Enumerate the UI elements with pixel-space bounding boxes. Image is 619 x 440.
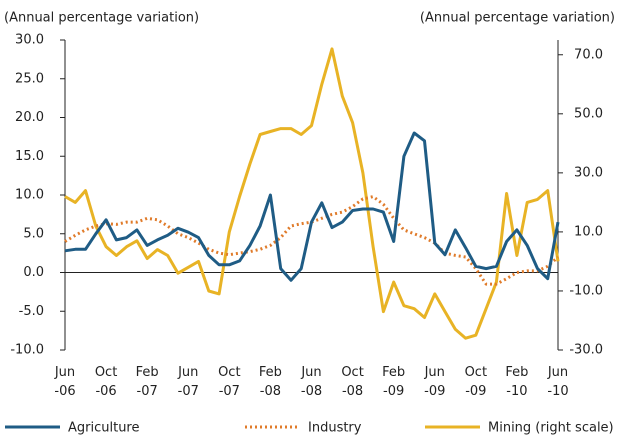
series-line: [64, 131, 560, 282]
x-tick-label: Jun -07: [177, 365, 199, 399]
y2-tick-label: 70.0: [574, 47, 603, 62]
y-tick-label: 0.0: [23, 265, 44, 280]
x-tick-label: Feb -07: [136, 365, 159, 399]
y2-tick-label: -30.0: [569, 343, 603, 358]
y-axis-label: (Annual percentage variation): [4, 11, 199, 26]
y2-tick-label: 50.0: [574, 106, 603, 121]
legend-label: Mining (right scale): [488, 421, 614, 436]
y-tick-label: -5.0: [19, 304, 44, 319]
y2-tick-label: -10.0: [569, 283, 603, 298]
series-line: [64, 47, 560, 340]
y2-axis-label: (Annual percentage variation): [420, 11, 615, 26]
x-tick-label: Jun -10: [547, 365, 569, 399]
x-tick-label: Oct -07: [218, 365, 240, 399]
x-tick-label: Jun -09: [424, 365, 446, 399]
x-tick-label: Feb -09: [382, 365, 405, 399]
series-line: [64, 195, 560, 286]
x-tick-label: Feb -10: [505, 365, 528, 399]
y2-tick-label: 10.0: [574, 224, 603, 239]
x-tick-label: Jun -08: [300, 365, 322, 399]
y2-tick-label: 30.0: [574, 165, 603, 180]
x-tick-label: Feb -08: [259, 365, 282, 399]
x-tick-label: Oct -08: [341, 365, 363, 399]
y-tick-label: 25.0: [15, 71, 44, 86]
x-tick-label: Oct -06: [95, 365, 117, 399]
legend-label: Agriculture: [68, 421, 140, 436]
y-tick-label: 30.0: [15, 33, 44, 48]
y-tick-label: 20.0: [15, 110, 44, 125]
y-tick-label: 15.0: [15, 149, 44, 164]
legend-label: Industry: [308, 421, 362, 436]
y-tick-label: -10.0: [10, 343, 44, 358]
x-tick-label: Oct -09: [465, 365, 487, 399]
y-tick-label: 5.0: [23, 226, 44, 241]
y-tick-label: 10.0: [15, 188, 44, 203]
x-tick-label: Jun -06: [54, 365, 76, 399]
